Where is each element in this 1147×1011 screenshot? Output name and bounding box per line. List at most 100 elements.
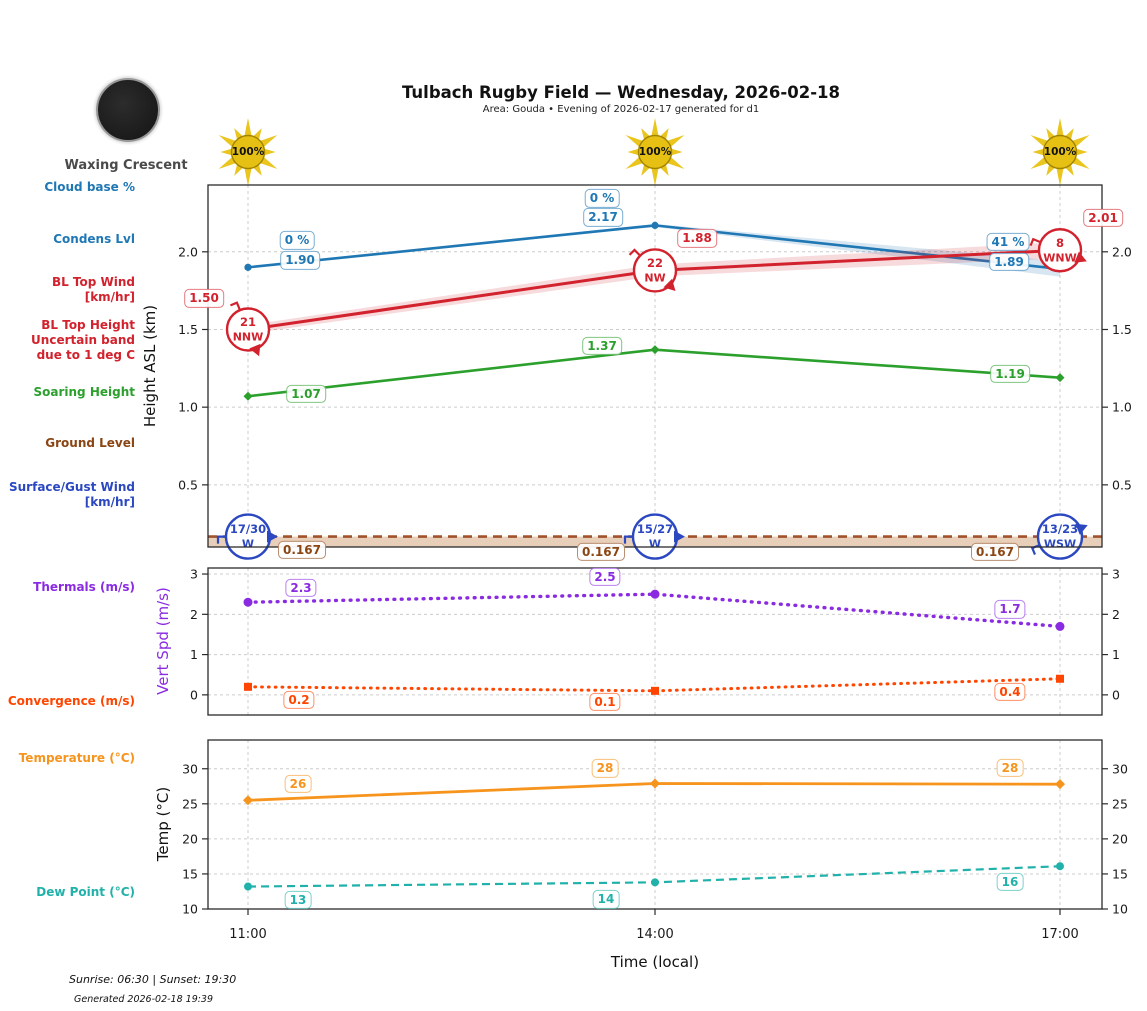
sun-percent-label: 100%: [638, 146, 672, 158]
cloud-base-pct-label: 0 %: [584, 189, 620, 208]
svg-text:13/23: 13/23: [1042, 522, 1078, 536]
label-soaring-height: Soaring Height: [33, 385, 136, 399]
svg-text:30: 30: [1112, 761, 1128, 776]
vert-speed-axis-label: Vert Spd (m/s): [154, 587, 172, 695]
soaring-value-label: 1.37: [582, 336, 622, 355]
time-tick-17: 17:00: [1041, 927, 1079, 942]
svg-text:0: 0: [190, 687, 198, 702]
label-temperature: Temperature (°C): [18, 751, 135, 765]
svg-text:25: 25: [1112, 796, 1128, 811]
sunrise-sunset-text: Sunrise: 06:30 | Sunset: 19:30: [69, 973, 237, 986]
svg-text:1.5: 1.5: [178, 322, 198, 337]
svg-text:1.0: 1.0: [178, 400, 198, 415]
svg-text:21: 21: [240, 315, 256, 329]
time-axis-label: Time (local): [610, 953, 700, 971]
svg-text:30: 30: [182, 761, 198, 776]
sunburst-graphic: [218, 118, 278, 186]
sun-percent-label: 100%: [1043, 146, 1077, 158]
svg-text:15: 15: [1112, 866, 1128, 881]
svg-text:15: 15: [182, 866, 198, 881]
condens-value-label: 1.89: [989, 252, 1029, 271]
svg-text:NW: NW: [644, 271, 665, 284]
time-tick-14: 14:00: [636, 927, 674, 942]
svg-text:10: 10: [182, 902, 198, 917]
wind-marker: 15/27 W: [631, 513, 685, 560]
label-condens-lvl: Condens Lvl: [53, 232, 135, 246]
sun-icon: 100%: [212, 116, 284, 188]
temperature-value-label: 26: [284, 775, 312, 794]
label-bl-top-height: BL Top Height Uncertain band due to 1 de…: [31, 318, 135, 362]
svg-text:0.5: 0.5: [1112, 477, 1132, 492]
time-tick-11: 11:00: [229, 927, 267, 942]
svg-text:WSW: WSW: [1044, 538, 1076, 551]
svg-text:1.5: 1.5: [1112, 322, 1132, 337]
svg-text:17/30: 17/30: [230, 522, 266, 536]
convergence-value-label: 0.2: [283, 690, 315, 709]
dew_point-value-label: 16: [996, 873, 1024, 892]
svg-text:2: 2: [190, 607, 198, 622]
thermals-value-label: 2.5: [589, 568, 621, 587]
label-ground-level: Ground Level: [45, 436, 135, 450]
svg-text:1.0: 1.0: [1112, 400, 1132, 415]
ground-level-label: 0.167: [278, 540, 326, 559]
sunburst-graphic: [1030, 118, 1090, 186]
temp-axis-label: Temp (°C): [154, 786, 172, 862]
svg-text:1: 1: [190, 647, 198, 662]
svg-text:8: 8: [1056, 236, 1064, 250]
svg-text:0.5: 0.5: [178, 477, 198, 492]
label-cloud-base: Cloud base %: [44, 180, 135, 194]
svg-text:3: 3: [190, 567, 198, 582]
label-thermals: Thermals (m/s): [33, 580, 135, 594]
sun-percent-label: 100%: [231, 146, 265, 158]
svg-text:3: 3: [1112, 567, 1120, 582]
header: Tulbach Rugby Field — Wednesday, 2026-02…: [121, 83, 1121, 115]
svg-text:W: W: [649, 538, 661, 551]
svg-text:20: 20: [1112, 831, 1128, 846]
wind-marker: 17/30 W: [224, 513, 278, 560]
page-title: Tulbach Rugby Field — Wednesday, 2026-02…: [401, 83, 841, 102]
svg-text:15/27: 15/27: [637, 522, 673, 536]
convergence-value-label: 0.4: [994, 682, 1026, 701]
svg-text:2: 2: [1112, 607, 1120, 622]
wind-marker: 13/23 WSW: [1036, 513, 1088, 560]
label-surface-wind: Surface/Gust Wind [km/hr]: [9, 480, 135, 509]
bl_top-value-label: 2.01: [1083, 209, 1123, 228]
svg-text:1: 1: [1112, 647, 1120, 662]
svg-text:25: 25: [182, 796, 198, 811]
temperature-value-label: 28: [996, 759, 1024, 778]
bl_top-value-label: 1.88: [677, 229, 717, 248]
svg-text:2.0: 2.0: [178, 244, 198, 259]
condens-value-label: 1.90: [280, 251, 320, 270]
thermals-value-label: 1.7: [994, 600, 1026, 619]
svg-text:20: 20: [182, 831, 198, 846]
sunburst-graphic: [625, 118, 685, 186]
label-dew-point: Dew Point (°C): [36, 885, 135, 899]
temperature-value-label: 28: [591, 759, 619, 778]
label-convergence: Convergence (m/s): [7, 694, 135, 708]
svg-text:W: W: [242, 538, 254, 551]
thermals-value-label: 2.3: [285, 579, 317, 598]
svg-text:10: 10: [1112, 902, 1128, 917]
condens-value-label: 2.17: [583, 208, 623, 227]
cloud-base-pct-label: 0 %: [279, 231, 315, 250]
dew_point-value-label: 13: [284, 890, 312, 909]
ground-level-label: 0.167: [577, 542, 625, 561]
svg-text:2.0: 2.0: [1112, 244, 1132, 259]
bl_top-value-label: 1.50: [184, 289, 224, 308]
generated-text: Generated 2026-02-18 19:39: [74, 994, 214, 1005]
soaring-value-label: 1.19: [990, 364, 1030, 383]
sun-icon: 100%: [1024, 116, 1096, 188]
dew_point-value-label: 14: [592, 890, 620, 909]
label-bl-top-wind: BL Top Wind [km/hr]: [51, 275, 135, 304]
height-axis-label: Height ASL (km): [141, 304, 159, 428]
svg-text:22: 22: [647, 256, 663, 270]
moon-phase-label: Waxing Crescent: [64, 158, 188, 173]
moon-phase-icon: [96, 78, 160, 142]
convergence-value-label: 0.1: [589, 692, 621, 711]
